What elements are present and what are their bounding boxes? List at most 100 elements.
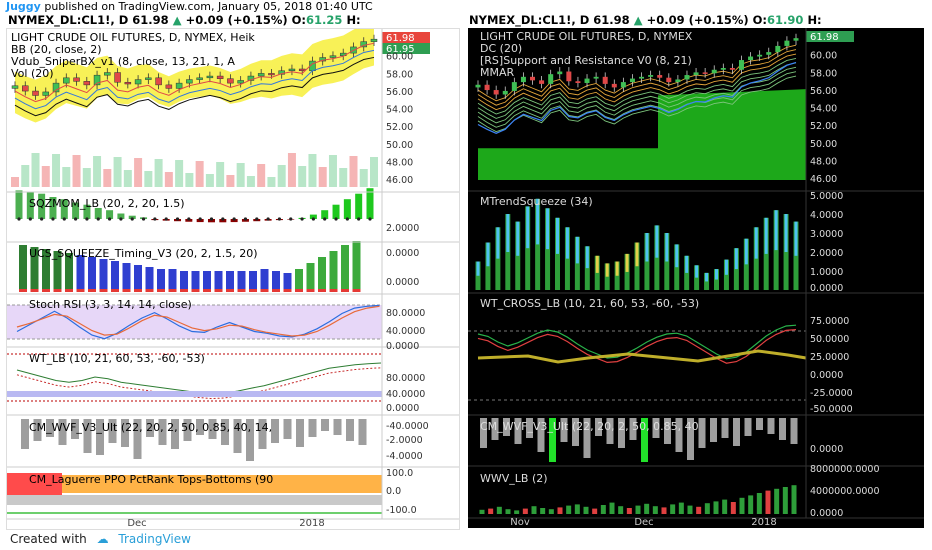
ucs-squeeze-dot <box>134 289 142 292</box>
right-chart-canvas[interactable]: 61.98 60.00 58.00 56.00 54.00 52.00 50.00 48.00… <box>468 28 924 528</box>
wvf-bar <box>46 419 54 437</box>
candle-body <box>268 73 275 76</box>
candle-body <box>520 76 526 83</box>
left-axis-tick: 100.0 <box>386 468 413 479</box>
mmar-ribbon-3 <box>477 58 797 115</box>
right-wvf-bar <box>514 418 522 444</box>
ucs-bar <box>283 273 292 291</box>
footer-brand[interactable]: TradingView <box>118 532 191 546</box>
left-ucs-label: UCS_SQUEEZE_Timing_V3 (20, 2, 1.5, 20) <box>29 247 258 260</box>
candle-body <box>793 38 799 41</box>
right-wvf-bar <box>618 418 625 448</box>
wvf-bar <box>146 419 154 437</box>
wwv-bar <box>626 508 632 514</box>
publish-header: Juggy published on TradingView.com, Janu… <box>6 0 373 13</box>
mtrend-inner-bar <box>526 206 530 249</box>
ucs-bar <box>226 271 234 291</box>
right-chart-panel[interactable]: 61.98 60.00 58.00 56.00 54.00 52.00 50.00 48.00… <box>468 28 924 528</box>
candle-body <box>675 79 681 83</box>
ucs-squeeze-dot <box>329 289 338 292</box>
sqzmom-dot <box>198 217 202 221</box>
mtrend-inner-bar <box>715 269 718 280</box>
ucs-bar <box>306 263 315 291</box>
volume-bar <box>298 166 307 187</box>
sqzmom-bar <box>128 215 136 219</box>
volume-bar <box>134 158 143 187</box>
left-axis-tick: 2.0000 <box>386 223 419 234</box>
candle-body <box>155 77 162 86</box>
volume-bar <box>41 166 50 187</box>
wvf-bar <box>133 419 142 459</box>
right-price-tag-text: 61.98 <box>810 32 839 43</box>
right-wvf-bar <box>503 418 510 436</box>
mtrend-inner-bar <box>496 227 500 259</box>
left-symbol: NYMEX_DL:CL1!, D <box>8 13 129 27</box>
sqzmom-dot <box>175 217 180 221</box>
left-main-title: LIGHT CRUDE OIL FUTURES, D, NYMEX, Heik <box>11 31 255 44</box>
left-stochrsi-label: Stoch RSI (3, 3, 14, 14, close) <box>29 298 192 311</box>
sqzmom-bar <box>106 210 114 219</box>
publish-info: published on TradingView.com, January 05… <box>44 0 373 13</box>
mtrend-inner-bar <box>794 221 798 256</box>
volume-bar <box>339 168 348 187</box>
candle-body <box>557 71 563 75</box>
mtrend-inner-bar <box>655 225 659 258</box>
candle-body <box>575 81 581 83</box>
wwv-bar <box>782 487 788 514</box>
ucs-squeeze-dot <box>249 289 257 292</box>
ucs-bar <box>341 245 349 291</box>
sqzmom-bar <box>60 199 68 219</box>
sqzmom-dot <box>266 217 270 221</box>
candle-body <box>711 69 717 74</box>
right-wvf-bar <box>480 418 487 448</box>
stochrsi-band <box>7 305 382 339</box>
left-wvf-label: CM_WVF_V3_Ult (22, 20, 2, 50, 0.85, 40, … <box>29 421 273 434</box>
candle-body <box>32 90 39 96</box>
mmar-ribbon-7 <box>477 75 797 133</box>
price-tag-green <box>382 43 430 54</box>
wwv-bar <box>791 485 797 514</box>
mtrend-inner-bar <box>744 238 748 265</box>
wwv-bar <box>548 509 554 514</box>
author-name[interactable]: Juggy <box>6 0 41 13</box>
left-axis-tick: 0.0000 <box>386 248 419 259</box>
moving-average-line-1 <box>14 49 375 110</box>
mtrend-bar <box>654 225 660 290</box>
left-ticker-line: NYMEX_DL:CL1!, D 61.98 ▲ +0.09 (+0.15%) … <box>8 13 361 27</box>
right-axis-tick: 58.00 <box>810 68 837 79</box>
right-wvf-bar <box>526 418 533 438</box>
right-dc-label: DC (20) <box>480 42 523 55</box>
candle-body <box>206 75 214 79</box>
ucs-bar <box>249 271 257 291</box>
right-axis-tick: 50.00 <box>810 139 837 150</box>
candle-body <box>566 71 572 82</box>
right-wvf-bar <box>698 418 706 448</box>
mtrend-inner-bar <box>665 233 669 262</box>
ucs-bar <box>42 249 50 291</box>
moving-average-line-0 <box>14 42 375 103</box>
wwv-bar <box>687 505 693 514</box>
ucs-squeeze-dot <box>168 289 177 292</box>
ucs-squeeze-dot <box>226 289 234 292</box>
volume-bar <box>257 164 266 187</box>
tradingview-logo-icon[interactable]: ☁ <box>96 532 109 546</box>
mmar-ribbon-4 <box>477 62 797 119</box>
wvf-bar <box>71 419 79 439</box>
volume-bar <box>195 161 204 187</box>
candle-body <box>629 78 635 83</box>
ucs-squeeze-dot <box>318 289 326 292</box>
volume-bar <box>236 163 245 187</box>
stochrsi-k-line <box>16 304 380 340</box>
candle-body <box>237 80 244 84</box>
left-chart-panel[interactable]: 61.98 61.95 60.00 58.00 56.00 54.00 52.00 50.00… <box>6 22 460 530</box>
candle-body <box>702 72 708 74</box>
candle-body <box>484 84 490 91</box>
laguerre-orange-zone <box>62 475 382 493</box>
volume-bar <box>175 160 184 187</box>
wwv-bar <box>748 495 754 514</box>
wwv-bar <box>756 493 762 514</box>
ucs-squeeze-dot <box>260 289 269 292</box>
mtrend-inner-bar <box>784 214 788 252</box>
right-open-label: O: <box>752 13 768 27</box>
